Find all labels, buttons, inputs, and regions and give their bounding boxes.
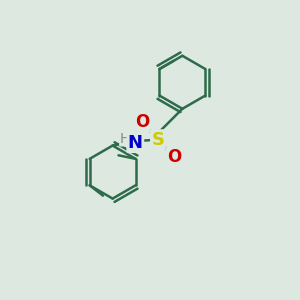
- Text: H: H: [120, 132, 130, 146]
- Text: S: S: [152, 131, 164, 149]
- Text: O: O: [135, 113, 149, 131]
- Text: O: O: [167, 148, 181, 166]
- Text: N: N: [128, 134, 143, 152]
